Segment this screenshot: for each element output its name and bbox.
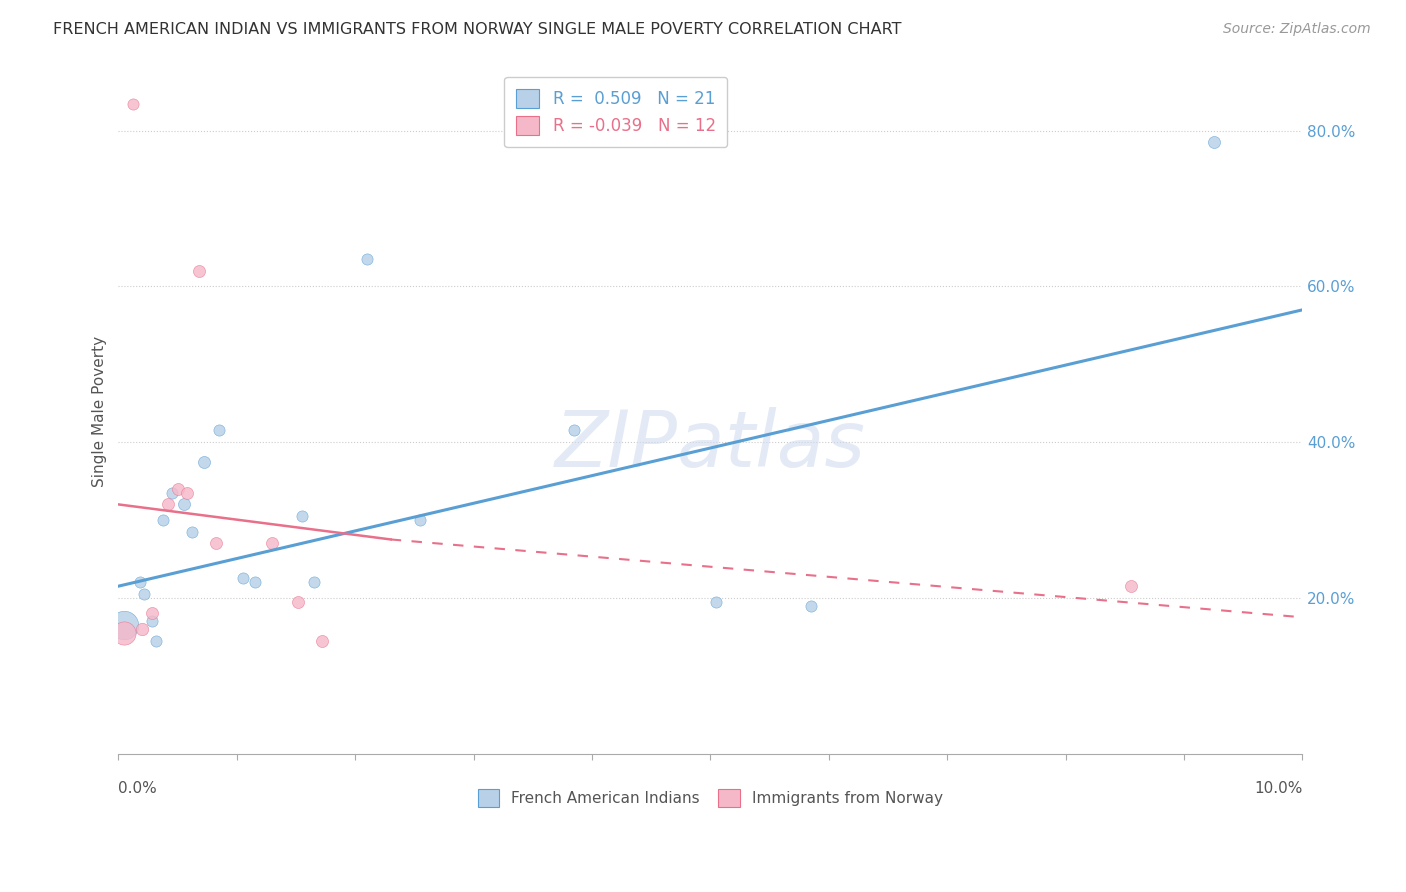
Point bbox=[131, 622, 153, 636]
Point bbox=[180, 524, 202, 539]
Point bbox=[302, 575, 325, 590]
Point bbox=[166, 482, 188, 496]
Point bbox=[291, 509, 314, 524]
Point bbox=[232, 571, 254, 585]
Point bbox=[112, 618, 135, 632]
Point bbox=[1202, 136, 1225, 150]
Point bbox=[112, 625, 135, 640]
Point bbox=[800, 599, 823, 613]
Point bbox=[356, 252, 378, 267]
Text: 0.0%: 0.0% bbox=[118, 780, 157, 796]
Point bbox=[145, 633, 167, 648]
Point bbox=[409, 513, 432, 527]
Text: ZIPatlas: ZIPatlas bbox=[555, 408, 866, 483]
Point bbox=[1119, 579, 1142, 593]
Point bbox=[262, 536, 284, 550]
Point bbox=[287, 595, 309, 609]
Point bbox=[141, 614, 163, 628]
Text: Source: ZipAtlas.com: Source: ZipAtlas.com bbox=[1223, 22, 1371, 37]
Point bbox=[208, 424, 231, 438]
Point bbox=[141, 607, 163, 621]
Legend: French American Indians, Immigrants from Norway: French American Indians, Immigrants from… bbox=[470, 781, 950, 814]
Point bbox=[134, 587, 156, 601]
Point bbox=[243, 575, 266, 590]
Point bbox=[562, 424, 585, 438]
Point bbox=[152, 513, 174, 527]
Point bbox=[706, 595, 728, 609]
Point bbox=[193, 455, 215, 469]
Text: FRENCH AMERICAN INDIAN VS IMMIGRANTS FROM NORWAY SINGLE MALE POVERTY CORRELATION: FRENCH AMERICAN INDIAN VS IMMIGRANTS FRO… bbox=[53, 22, 901, 37]
Point bbox=[128, 575, 150, 590]
Point bbox=[160, 485, 183, 500]
Y-axis label: Single Male Poverty: Single Male Poverty bbox=[93, 335, 107, 486]
Point bbox=[311, 633, 333, 648]
Point bbox=[188, 264, 211, 278]
Text: 10.0%: 10.0% bbox=[1254, 780, 1302, 796]
Point bbox=[204, 536, 226, 550]
Point bbox=[121, 96, 143, 111]
Point bbox=[176, 485, 198, 500]
Point bbox=[157, 497, 180, 511]
Point bbox=[173, 497, 195, 511]
